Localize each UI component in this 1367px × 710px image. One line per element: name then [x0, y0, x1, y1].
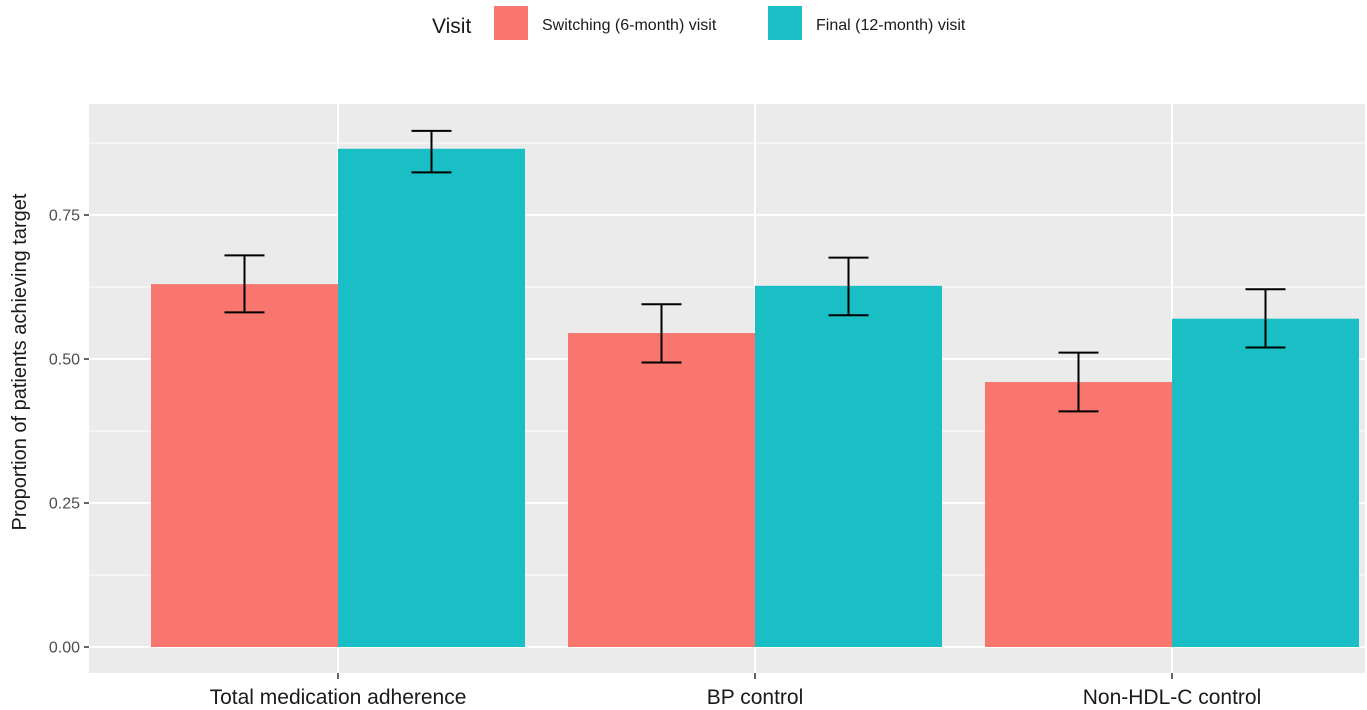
- error-bar-final-0: [411, 129, 452, 174]
- legend-title: Visit: [432, 15, 471, 38]
- x-tick-label: Non-HDL-C control: [1083, 686, 1262, 709]
- x-axis: Total medication adherence BP control Non-…: [210, 673, 1262, 709]
- y-tick-label: 0.75: [49, 208, 80, 225]
- error-bar-switching-1: [641, 303, 682, 364]
- y-tick-label: 0.25: [49, 496, 80, 513]
- y-tick-label: 0.50: [49, 352, 80, 369]
- bar-final-2: [1172, 318, 1359, 647]
- legend-swatch-final: [768, 6, 802, 40]
- y-axis-title: Proportion of patients achieving target: [9, 193, 31, 530]
- legend: Visit Switching (6-month) visit Final (1…: [432, 6, 966, 40]
- bars: [151, 148, 1359, 647]
- error-bar-final-1: [828, 256, 869, 317]
- bar-switching-1: [568, 333, 755, 647]
- x-tick-label: BP control: [707, 686, 804, 709]
- legend-swatch-switching: [494, 6, 528, 40]
- y-axis: 0.00 0.25 0.50 0.75: [49, 208, 89, 657]
- legend-label-switching: Switching (6-month) visit: [542, 17, 717, 34]
- y-tick-label: 0.00: [49, 640, 80, 657]
- bar-final-0: [338, 148, 525, 647]
- bar-switching-2: [985, 382, 1172, 647]
- error-bar-switching-0: [224, 254, 265, 314]
- x-tick-label: Total medication adherence: [210, 686, 467, 709]
- error-bars: [224, 129, 1286, 413]
- legend-label-final: Final (12-month) visit: [816, 17, 966, 34]
- bar-switching-0: [151, 284, 338, 647]
- error-bar-final-2: [1245, 288, 1286, 349]
- bar-final-1: [755, 285, 942, 647]
- error-bar-switching-2: [1058, 351, 1099, 413]
